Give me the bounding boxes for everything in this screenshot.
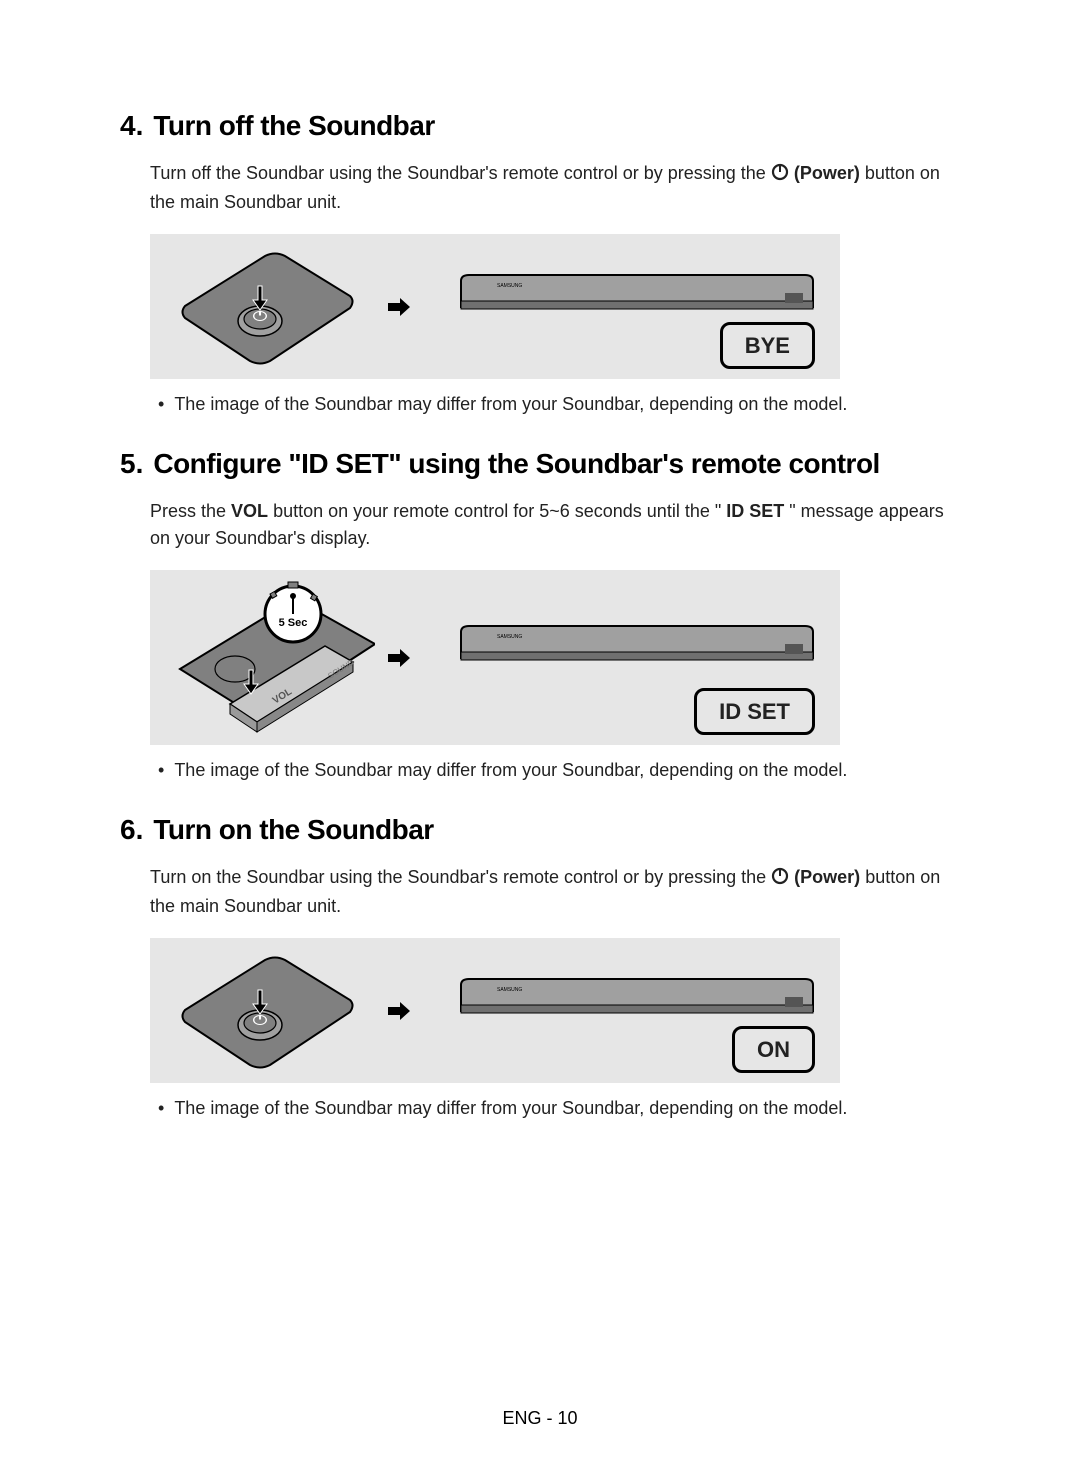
power-label: (Power) [794, 867, 860, 887]
manual-page: 4. Turn off the Soundbar Turn off the So… [0, 0, 1080, 1479]
step-heading: 6. Turn on the Soundbar [120, 814, 960, 846]
arrow-right-icon [388, 647, 410, 669]
body-text: Press the [150, 501, 231, 521]
display-callout: BYE [720, 322, 815, 369]
note-text: The image of the Soundbar may differ fro… [174, 391, 847, 418]
remote-vol-illustration: VOL SOUND 5 Sec [175, 574, 375, 752]
power-icon [771, 162, 789, 189]
step-body: Turn off the Soundbar using the Soundbar… [120, 160, 960, 418]
page-footer: ENG - 10 [0, 1408, 1080, 1429]
arrow-right-icon [388, 296, 410, 318]
power-label: (Power) [794, 163, 860, 183]
svg-text:SAMSUNG: SAMSUNG [497, 987, 522, 993]
step-heading: 5. Configure "ID SET" using the Soundbar… [120, 448, 960, 480]
body-text: Turn on the Soundbar using the Soundbar'… [150, 867, 771, 887]
svg-text:5 Sec: 5 Sec [279, 617, 308, 629]
step-title: Turn off the Soundbar [153, 110, 434, 142]
body-text: button on your remote control for 5~6 se… [273, 501, 721, 521]
note: The image of the Soundbar may differ fro… [150, 391, 960, 418]
vol-label: VOL [231, 501, 268, 521]
body-text: Turn off the Soundbar using the Soundbar… [150, 163, 771, 183]
step-6: 6. Turn on the Soundbar Turn on the Soun… [120, 814, 960, 1122]
diagram-turn-on: SAMSUNG ON [150, 938, 840, 1083]
display-callout: ON [732, 1026, 815, 1073]
power-icon [771, 866, 789, 893]
step-4: 4. Turn off the Soundbar Turn off the So… [120, 110, 960, 418]
step-title: Configure "ID SET" using the Soundbar's … [153, 448, 879, 480]
remote-power-illustration [175, 246, 355, 374]
svg-text:SAMSUNG: SAMSUNG [497, 283, 522, 289]
arrow-right-icon [388, 1000, 410, 1022]
soundbar-illustration: SAMSUNG [455, 624, 815, 692]
note: The image of the Soundbar may differ fro… [150, 757, 960, 784]
step-heading: 4. Turn off the Soundbar [120, 110, 960, 142]
step-number: 5. [120, 448, 143, 480]
note-text: The image of the Soundbar may differ fro… [174, 757, 847, 784]
diagram-id-set: VOL SOUND 5 Sec [150, 570, 840, 745]
step-number: 4. [120, 110, 143, 142]
note: The image of the Soundbar may differ fro… [150, 1095, 960, 1122]
diagram-turn-off: SAMSUNG BYE [150, 234, 840, 379]
step-number: 6. [120, 814, 143, 846]
idset-label: ID SET [726, 501, 784, 521]
svg-text:SAMSUNG: SAMSUNG [497, 634, 522, 640]
remote-power-illustration [175, 950, 355, 1078]
step-title: Turn on the Soundbar [153, 814, 433, 846]
step-body: Turn on the Soundbar using the Soundbar'… [120, 864, 960, 1122]
display-callout: ID SET [694, 688, 815, 735]
note-text: The image of the Soundbar may differ fro… [174, 1095, 847, 1122]
step-body: Press the VOL button on your remote cont… [120, 498, 960, 784]
step-5: 5. Configure "ID SET" using the Soundbar… [120, 448, 960, 784]
